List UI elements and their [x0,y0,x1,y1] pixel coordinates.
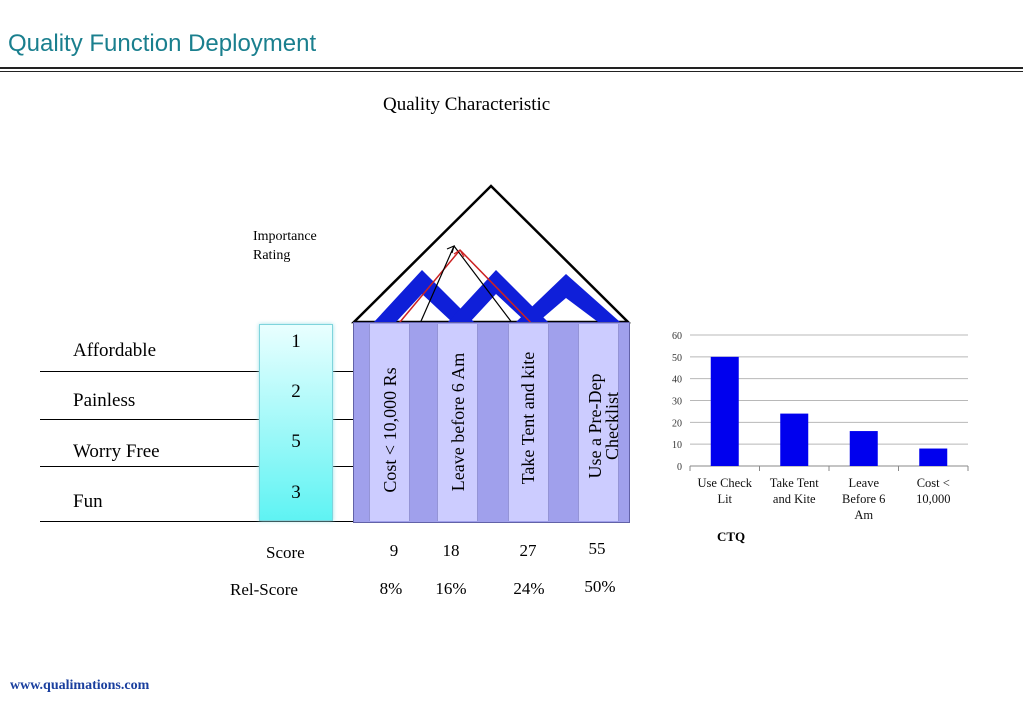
row-divider [40,419,630,420]
score-value: 18 [442,541,460,560]
correlation-arrow [394,249,461,329]
y-tick-label: 20 [672,418,682,429]
y-tick-label: 10 [672,440,682,451]
rel-score-value: 24% [513,579,545,598]
roof-chevron [448,270,548,322]
importance-rating-column [259,324,333,521]
rel-score-value: 16% [435,579,467,598]
importance-rating-label: Importance Rating [253,227,317,265]
house-roof [350,184,632,330]
characteristic-label: Cost < 10,000 Rs [380,367,400,493]
score-value: 55 [588,539,606,558]
score-label: Score [266,543,305,562]
characteristic-column [578,324,619,521]
y-tick-label: 50 [672,353,682,364]
importance-rating-value: 2 [291,381,301,402]
requirement-label: Worry Free [73,441,160,462]
characteristic-column [508,324,549,521]
importance-rating-value: 3 [291,482,301,503]
page-title: Quality Function Deployment [8,30,317,57]
characteristic-label: Use a Pre-Dep Checklist [585,326,622,526]
characteristic-column [437,324,478,521]
header-divider [0,67,1023,69]
header-divider-thin [0,71,1023,72]
score-value: 9 [389,541,399,560]
rel-score-label: Rel-Score [230,580,298,599]
arrow-head [446,244,455,254]
rel-score-value: 8% [379,579,403,598]
requirement-label: Painless [73,390,136,411]
footer-url[interactable]: www.qualimations.com [10,678,150,693]
x-tick-label: Leave Before 6 Am [842,476,885,522]
x-tick-label: Cost <10,000 [916,476,950,506]
roof-chevron [374,270,474,322]
chart-caption: CTQ [717,529,746,544]
y-tick-label: 0 [677,462,682,473]
y-tick-label: 60 [672,331,682,342]
correlation-arrow [453,245,517,329]
importance-rating-value: 1 [291,331,301,352]
importance-rating-value: 5 [291,431,301,452]
quality-characteristic-heading: Quality Characteristic [383,94,551,115]
score-value: 27 [519,541,537,560]
y-tick-label: 30 [672,397,682,408]
characteristic-label: Leave before 6 Am [448,352,468,492]
correlation-arrow [459,249,539,330]
x-tick-label: Use Check Lit [698,476,753,506]
ctq-bar-chart: 0 10 20 30 40 50 60 Use Check Lit Take Tent and Ki… [672,331,969,522]
row-divider [40,466,630,467]
y-tick-label: 40 [672,375,682,386]
row-divider [40,371,630,372]
characteristic-column [369,324,410,521]
importance-label-line: Rating [253,248,291,263]
bar [919,448,948,466]
row-divider [40,521,630,522]
x-tick-label: Take Tent and Kite [770,476,820,506]
correlation-arrow [417,245,455,329]
characteristic-label: Take Tent and kite [518,351,538,485]
requirement-label: Affordable [73,340,157,361]
characteristic-label-line: Checklist [602,392,622,460]
bar [849,431,878,466]
rel-score-value: 50% [584,577,616,596]
importance-label-line: Importance [253,229,317,244]
bar [780,413,809,466]
arrow-head [453,249,465,258]
roof-chevron [516,274,620,322]
bar [710,356,739,466]
requirement-label: Fun [73,491,103,512]
